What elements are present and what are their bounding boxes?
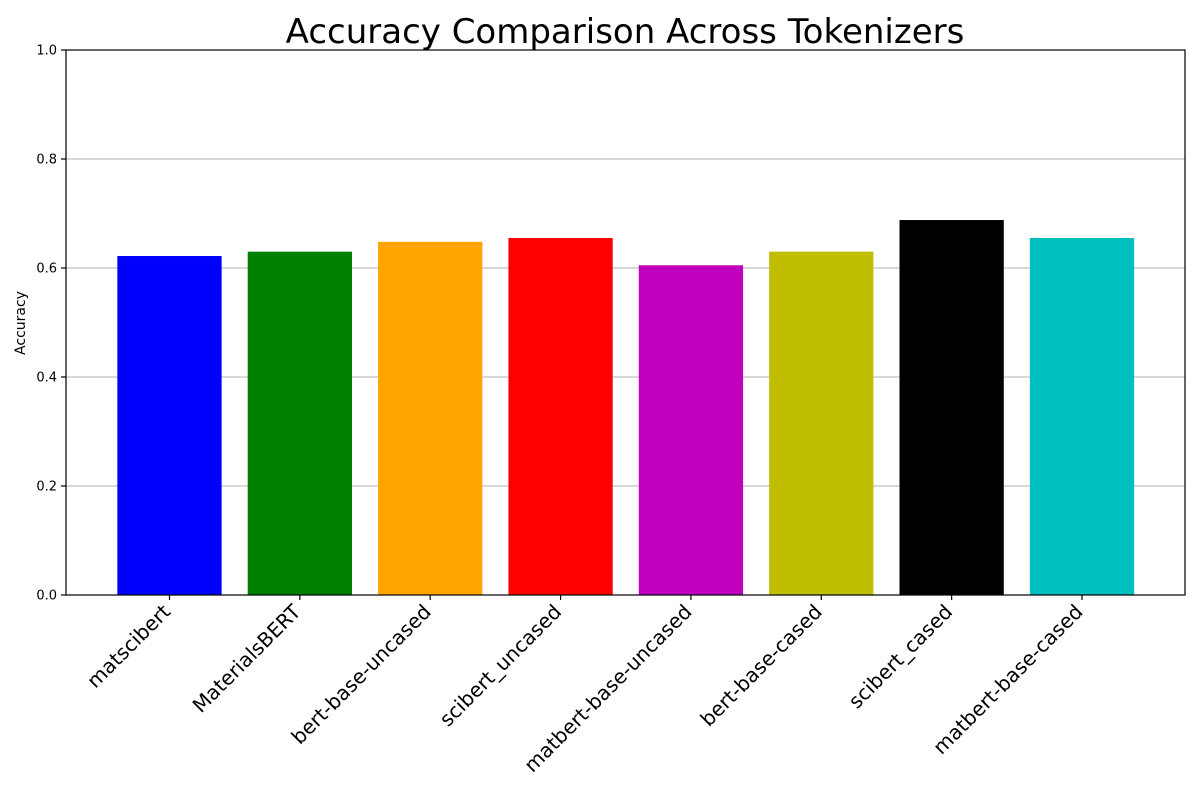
y-tick-label: 0.8	[36, 153, 57, 168]
y-axis-label: Accuracy	[13, 291, 29, 355]
chart-title: Accuracy Comparison Across Tokenizers	[286, 12, 965, 52]
y-tick-label: 0.2	[36, 480, 57, 495]
y-tick-label: 0.0	[36, 589, 57, 604]
bar	[378, 241, 483, 595]
x-tick-label: matscibert	[82, 599, 175, 692]
x-tick-label: matbert-base-cased	[928, 600, 1087, 759]
bars-layer	[117, 220, 1135, 596]
bar	[638, 265, 744, 595]
y-tick-label: 0.4	[36, 371, 57, 386]
bar	[247, 251, 352, 595]
y-tick-label: 1.0	[36, 44, 57, 59]
bar	[769, 251, 874, 595]
x-tick-label: scibert_uncased	[435, 600, 567, 732]
bar	[117, 256, 222, 595]
grid-layer	[66, 158, 1185, 487]
x-tick-label: bert-base-uncased	[286, 600, 435, 749]
x-tick-label: MaterialsBERT	[188, 599, 306, 717]
bar	[508, 238, 613, 595]
bar	[899, 220, 1004, 596]
axes-frame	[65, 49, 1186, 596]
x-axis-ticks: matscibert MaterialsBERTbert-base-uncased…	[82, 595, 1088, 777]
x-tick-label: bert-base-cased	[695, 600, 826, 731]
y-axis-ticks: 0.0 0.2 0.4 0.6 0.8 1.0	[36, 44, 66, 604]
bar	[1029, 238, 1135, 595]
y-tick-label: 0.6	[36, 262, 57, 277]
x-tick-label: scibert_cased	[844, 600, 958, 714]
